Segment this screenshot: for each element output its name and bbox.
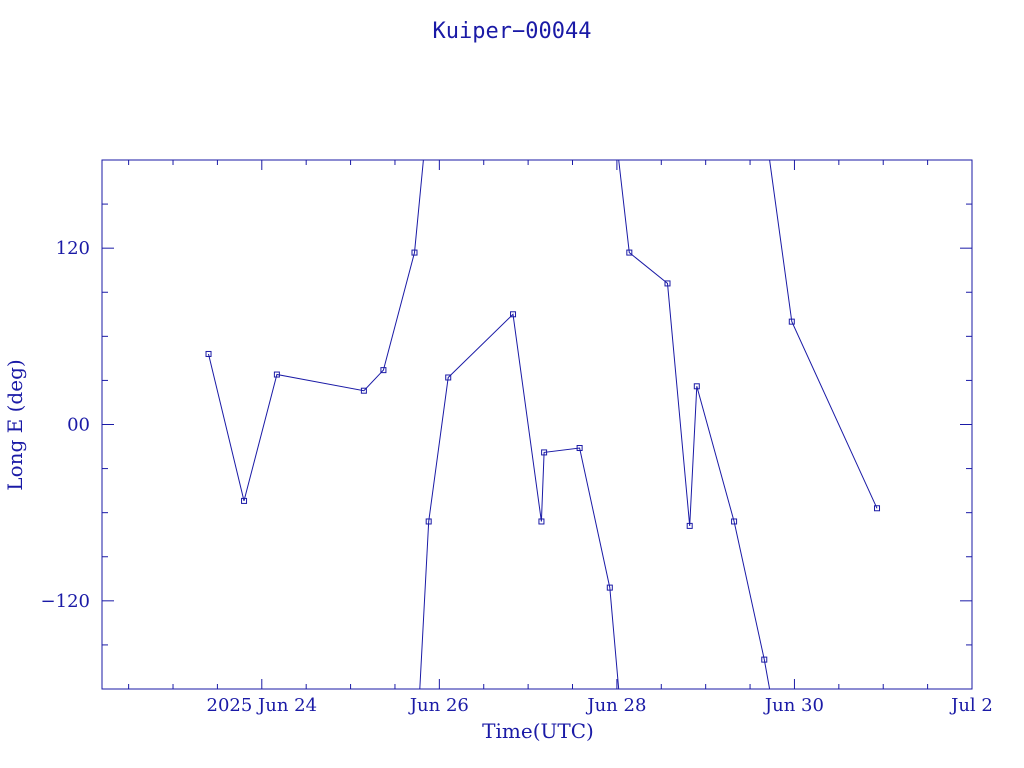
data-point [541,449,548,456]
y-tick-label: 120 [56,238,90,259]
x-axis-label: Time(UTC) [482,719,594,743]
x-tick-label: 2025 Jun 24 [207,695,318,716]
y-tick-label: −120 [41,591,90,612]
plot-frame [101,159,973,690]
data-point [425,518,432,525]
data-point [538,518,545,525]
data-point [664,280,671,287]
series-points [205,249,881,663]
x-tick-label: Jun 30 [763,695,824,716]
data-point [788,318,795,325]
data-point [576,445,583,452]
data-point [626,249,633,256]
series-line [208,160,424,502]
data-point [445,374,452,381]
y-tick-label: 00 [67,415,90,436]
x-tick-label: Jun 26 [408,695,469,716]
data-point [273,371,280,378]
data-point [693,383,700,390]
data-point [606,584,613,591]
y-axis-label: Long E (deg) [3,359,27,490]
data-point [761,656,768,663]
series-lines [208,160,878,689]
chart-title: Kuiper−00044 [433,19,592,44]
series-line [419,313,620,689]
data-point [686,522,693,529]
series-line [769,160,878,509]
data-point [380,367,387,374]
data-point [510,311,517,318]
data-point [360,387,367,394]
data-point [731,518,738,525]
data-point [874,505,881,512]
data-point [411,249,418,256]
x-tick-label: Jun 28 [585,695,646,716]
tick-labels: 2025 Jun 24 Jun 26 Jun 28 Jun 30 Jul 2 120 00 −… [41,238,993,716]
x-tick-label: Jul 2 [949,695,993,716]
data-point [241,497,248,504]
axis-ticks [102,160,973,689]
series-line [618,160,771,689]
data-point [205,350,212,357]
